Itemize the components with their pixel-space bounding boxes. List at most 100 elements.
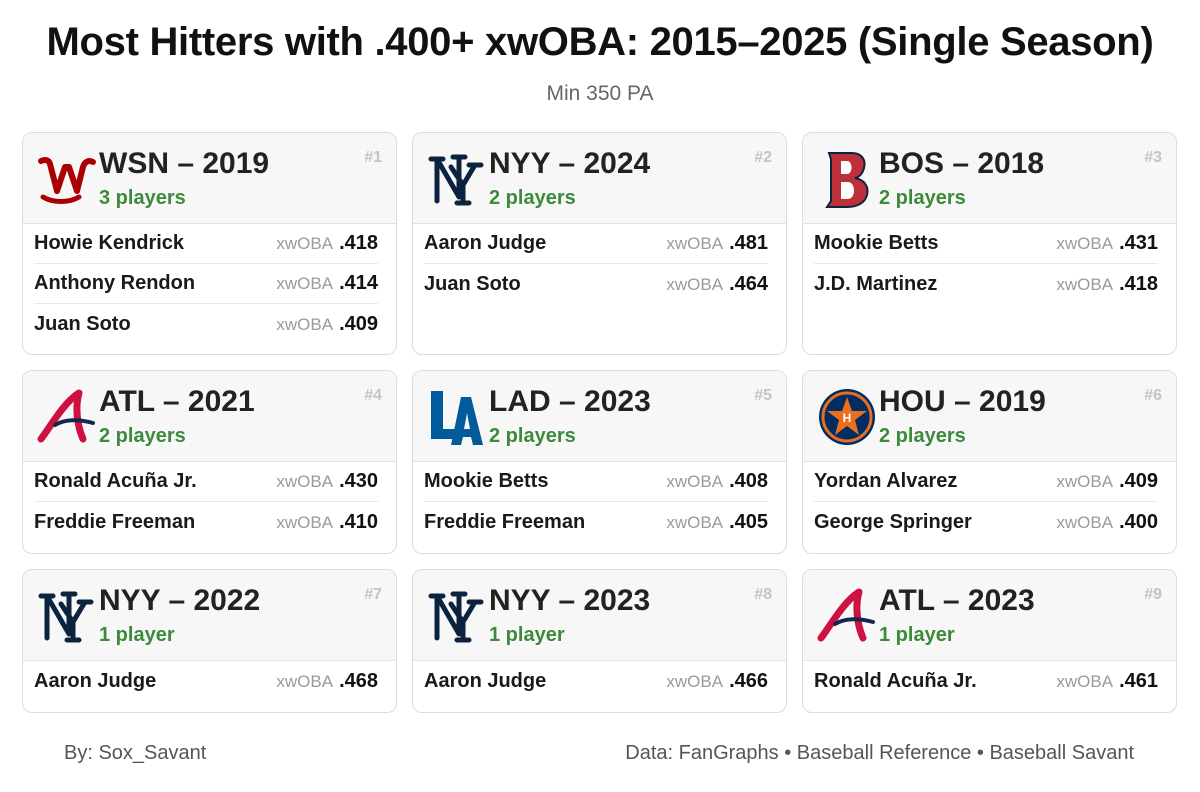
player-row: Freddie Freeman xwOBA .410 — [34, 502, 378, 542]
red-sox-b-logo — [815, 147, 879, 211]
xwoba-stat: xwOBA .408 — [666, 470, 768, 493]
player-row: Mookie Betts xwOBA .431 — [814, 224, 1158, 264]
player-list: Aaron Judge xwOBA .481 Juan Soto xwOBA .464 — [413, 224, 786, 304]
team-card: ATL – 2023 1 player #9 Ronald Acuña Jr. xwOB… — [802, 569, 1177, 713]
team-card: LAD – 2023 2 players #5 Mookie Betts xwOBA .4… — [412, 370, 787, 554]
stat-label: xwOBA — [666, 671, 724, 691]
stat-value: .409 — [1119, 470, 1158, 492]
stat-value: .409 — [339, 312, 378, 335]
data-sources: Data: FanGraphs • Baseball Reference • B… — [625, 742, 1134, 764]
xwoba-stat: xwOBA .405 — [666, 511, 768, 534]
player-name: Aaron Judge — [34, 669, 157, 692]
player-name: Aaron Judge — [424, 232, 547, 254]
player-count: 1 player — [99, 624, 175, 646]
rank-label: #1 — [364, 149, 382, 166]
player-count: 2 players — [879, 187, 966, 209]
player-list: Ronald Acuña Jr. xwOBA .430 Freddie Freeman… — [23, 462, 396, 542]
player-name: J.D. Martinez — [814, 272, 938, 295]
yankees-ny-logo — [425, 584, 489, 648]
player-name: Freddie Freeman — [424, 510, 586, 533]
team-season-title: ATL – 2023 — [879, 584, 1035, 617]
team-season-title: NYY – 2023 — [489, 584, 651, 617]
player-name: Aaron Judge — [424, 669, 547, 692]
page-title: Most Hitters with .400+ xwOBA: 2015–2025… — [46, 20, 1154, 64]
stat-value: .431 — [1119, 232, 1158, 254]
astros-star-logo: H — [815, 385, 879, 449]
player-row: J.D. Martinez xwOBA .418 — [814, 264, 1158, 304]
player-count: 2 players — [489, 187, 576, 209]
player-name: Mookie Betts — [424, 470, 549, 492]
xwoba-stat: xwOBA .430 — [276, 470, 378, 493]
rank-label: #3 — [1144, 149, 1162, 166]
stat-label: xwOBA — [666, 512, 724, 532]
xwoba-stat: xwOBA .464 — [666, 273, 768, 296]
stat-label: xwOBA — [666, 234, 724, 253]
xwoba-stat: xwOBA .431 — [1056, 232, 1158, 255]
card-header: H HOU – 2019 2 players #6 — [803, 371, 1176, 462]
stat-label: xwOBA — [276, 234, 334, 253]
rank-label: #9 — [1144, 586, 1162, 603]
yankees-ny-logo — [35, 584, 99, 648]
team-card: H HOU – 2019 2 players #6 Yordan Alvarez xwO… — [802, 370, 1177, 554]
card-header: LAD – 2023 2 players #5 — [413, 371, 786, 462]
stat-value: .418 — [339, 232, 378, 254]
team-season-title: NYY – 2022 — [99, 584, 261, 617]
page-subtitle: Min 350 PA — [546, 82, 654, 105]
player-row: Ronald Acuña Jr. xwOBA .430 — [34, 462, 378, 502]
stat-label: xwOBA — [276, 671, 334, 691]
team-card: NYY – 2023 1 player #8 Aaron Judge xwOBA .466 — [412, 569, 787, 713]
nationals-w-logo — [35, 147, 99, 211]
card-header: NYY – 2024 2 players #2 — [413, 133, 786, 224]
player-list: Aaron Judge xwOBA .468 — [23, 661, 396, 701]
player-count: 2 players — [99, 425, 186, 447]
rank-label: #5 — [754, 387, 772, 404]
team-card: BOS – 2018 2 players #3 Mookie Betts xwOBA .4… — [802, 132, 1177, 355]
team-season-title: WSN – 2019 — [99, 147, 270, 180]
stat-label: xwOBA — [276, 472, 334, 491]
player-name: Juan Soto — [34, 312, 131, 335]
stat-label: xwOBA — [1056, 472, 1114, 491]
player-name: Juan Soto — [424, 272, 521, 295]
author-credit: By: Sox_Savant — [64, 742, 207, 764]
player-list: Yordan Alvarez xwOBA .409 George Springer xw… — [803, 462, 1176, 542]
player-list: Mookie Betts xwOBA .408 Freddie Freeman xwOB… — [413, 462, 786, 542]
player-row: Aaron Judge xwOBA .466 — [424, 661, 768, 701]
player-name: Anthony Rendon — [34, 272, 196, 294]
team-card: NYY – 2022 1 player #7 Aaron Judge xwOBA .468 — [22, 569, 397, 713]
player-row: Mookie Betts xwOBA .408 — [424, 462, 768, 502]
player-name: Ronald Acuña Jr. — [814, 669, 977, 692]
stat-label: xwOBA — [666, 472, 724, 491]
player-name: Ronald Acuña Jr. — [34, 470, 197, 492]
stat-value: .408 — [729, 470, 768, 492]
stat-label: xwOBA — [1056, 274, 1114, 294]
team-season-title: HOU – 2019 — [879, 385, 1046, 418]
player-row: Juan Soto xwOBA .409 — [34, 304, 378, 344]
dodgers-la-logo — [425, 385, 489, 449]
player-count: 3 players — [99, 187, 186, 209]
stat-value: .410 — [339, 510, 378, 533]
xwoba-stat: xwOBA .418 — [1056, 273, 1158, 296]
team-card: ATL – 2021 2 players #4 Ronald Acuña Jr. xwO… — [22, 370, 397, 554]
team-cards-grid: WSN – 2019 3 players #1 Howie Kendrick xwOBA… — [22, 132, 1178, 713]
rank-label: #2 — [754, 149, 772, 166]
xwoba-stat: xwOBA .410 — [276, 511, 378, 534]
player-count: 2 players — [489, 425, 576, 447]
stat-value: .414 — [339, 272, 378, 294]
player-row: Aaron Judge xwOBA .481 — [424, 224, 768, 264]
xwoba-stat: xwOBA .418 — [276, 232, 378, 255]
stat-value: .468 — [339, 669, 378, 692]
player-row: Juan Soto xwOBA .464 — [424, 264, 768, 304]
card-header: WSN – 2019 3 players #1 — [23, 133, 396, 224]
stat-value: .405 — [729, 510, 768, 533]
stat-label: xwOBA — [276, 274, 334, 293]
player-row: Aaron Judge xwOBA .468 — [34, 661, 378, 701]
card-header: NYY – 2022 1 player #7 — [23, 570, 396, 661]
stat-label: xwOBA — [276, 314, 334, 334]
player-row: Freddie Freeman xwOBA .405 — [424, 502, 768, 542]
player-name: Freddie Freeman — [34, 510, 196, 533]
stat-value: .464 — [729, 272, 768, 295]
stat-label: xwOBA — [1056, 512, 1114, 532]
player-list: Howie Kendrick xwOBA .418 Anthony Rendon xwO… — [23, 224, 396, 344]
team-season-title: ATL – 2021 — [99, 385, 255, 418]
stat-value: .430 — [339, 470, 378, 492]
